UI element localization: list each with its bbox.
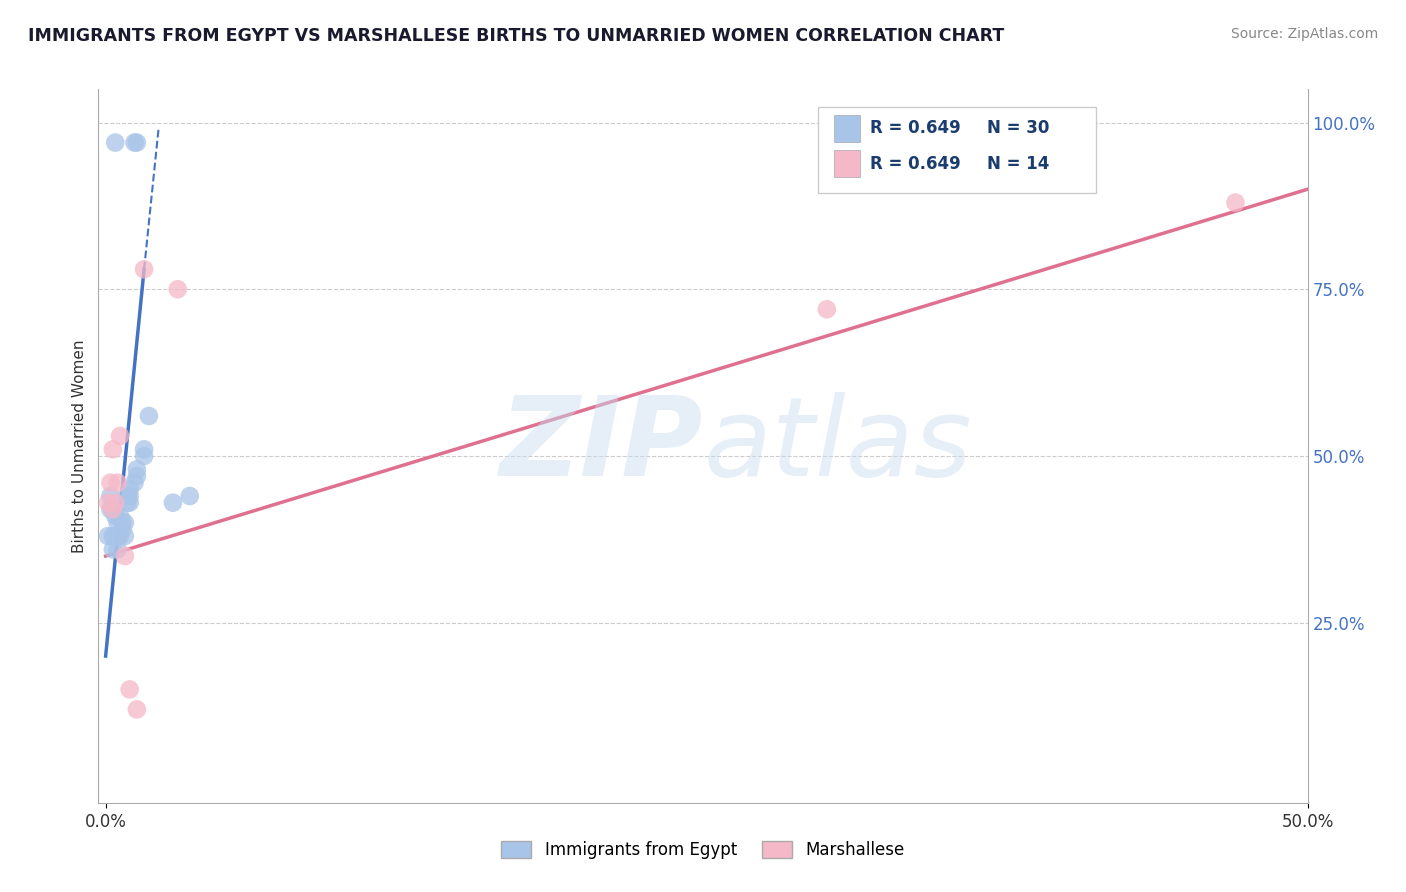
Point: [101, 542, 124, 557]
Text: N = 30: N = 30: [987, 120, 1049, 137]
Point: [815, 302, 838, 317]
FancyBboxPatch shape: [818, 107, 1097, 193]
Text: Source: ZipAtlas.com: Source: ZipAtlas.com: [1230, 27, 1378, 41]
Point: [107, 542, 129, 557]
Point: [100, 475, 122, 490]
Point: [117, 489, 139, 503]
Text: atlas: atlas: [703, 392, 972, 500]
Text: R = 0.649: R = 0.649: [870, 155, 960, 173]
Point: [100, 489, 122, 503]
Point: [101, 502, 124, 516]
Point: [118, 496, 141, 510]
Point: [114, 529, 136, 543]
Point: [108, 529, 131, 543]
Point: [1225, 195, 1247, 210]
Point: [111, 522, 134, 536]
Point: [114, 549, 136, 563]
Point: [125, 469, 148, 483]
Point: [108, 429, 131, 443]
Point: [111, 516, 134, 530]
Legend: Immigrants from Egypt, Marshallese: Immigrants from Egypt, Marshallese: [495, 834, 911, 866]
Point: [97, 496, 120, 510]
Point: [125, 702, 148, 716]
Point: [124, 136, 146, 150]
Point: [100, 502, 122, 516]
Point: [97, 529, 120, 543]
Point: [108, 509, 131, 524]
Point: [162, 496, 184, 510]
Point: [117, 496, 139, 510]
Point: [104, 529, 127, 543]
FancyBboxPatch shape: [834, 115, 860, 142]
Y-axis label: Births to Unmarried Women: Births to Unmarried Women: [72, 339, 87, 553]
Point: [104, 136, 127, 150]
Point: [166, 282, 188, 296]
Point: [107, 475, 129, 490]
Point: [124, 475, 146, 490]
Point: [104, 496, 127, 510]
Point: [118, 489, 141, 503]
Point: [118, 483, 141, 497]
Point: [132, 442, 155, 457]
Point: [107, 529, 129, 543]
Point: [132, 262, 155, 277]
Point: [114, 516, 136, 530]
Point: [125, 462, 148, 476]
Point: [101, 502, 124, 516]
Text: IMMIGRANTS FROM EGYPT VS MARSHALLESE BIRTHS TO UNMARRIED WOMEN CORRELATION CHART: IMMIGRANTS FROM EGYPT VS MARSHALLESE BIR…: [28, 27, 1004, 45]
FancyBboxPatch shape: [834, 150, 860, 178]
Point: [179, 489, 201, 503]
Point: [125, 136, 148, 150]
Point: [101, 442, 124, 457]
Text: R = 0.649: R = 0.649: [870, 120, 960, 137]
Point: [118, 682, 141, 697]
Point: [107, 516, 129, 530]
Point: [132, 449, 155, 463]
Point: [101, 529, 124, 543]
Text: ZIP: ZIP: [499, 392, 703, 500]
Point: [104, 509, 127, 524]
Text: N = 14: N = 14: [987, 155, 1049, 173]
Point: [138, 409, 160, 423]
